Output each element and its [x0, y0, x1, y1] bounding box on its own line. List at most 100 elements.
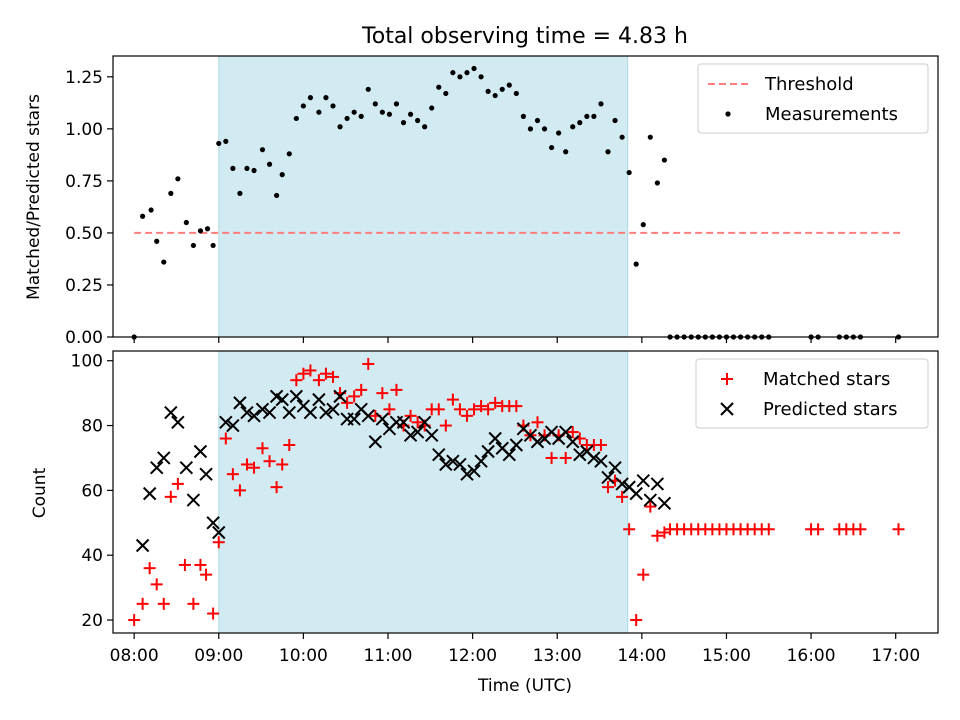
matched-star-point: [207, 607, 220, 620]
measurement-point: [386, 111, 393, 117]
y-tick-label: 40: [81, 546, 103, 566]
x-tick-label: 17:00: [871, 646, 920, 666]
predicted-star-point: [206, 516, 220, 530]
bottom-x-ticks: 08:00 09:00 10:00 11:00 12:00 13:00 14:00 15:00…: [110, 633, 920, 666]
matched-star-point: [446, 393, 459, 406]
predicted-star-point: [530, 435, 545, 449]
bottom-shaded-span: [218, 350, 629, 634]
matched-star-point: [362, 357, 375, 370]
measurement-point: [358, 113, 364, 119]
predicted-star-point: [594, 454, 608, 468]
predicted-star-point: [502, 448, 516, 462]
measurement-point: [626, 169, 632, 176]
matched-star-point: [212, 536, 225, 549]
predicted-star-point: [439, 457, 453, 472]
matched-star-point: [297, 367, 310, 380]
matched-star-point: [559, 451, 572, 464]
matched-star-point: [383, 403, 396, 416]
measurement-point: [513, 90, 519, 97]
measurement-point: [216, 140, 222, 147]
matched-star-point: [355, 383, 368, 396]
matched-star-point: [892, 523, 905, 536]
matched-star-point: [460, 409, 473, 422]
predicted-star-point: [326, 402, 340, 417]
top-chart-title: Total observing time = 4.83 h: [361, 24, 688, 49]
predicted-star-point: [481, 444, 495, 459]
top-marks: [131, 65, 903, 340]
predicted-star-point: [186, 493, 201, 507]
x-tick-label: 13:00: [533, 646, 582, 666]
predicted-star-point: [629, 486, 643, 501]
predicted-star-point: [368, 435, 383, 449]
measurement-point: [534, 117, 541, 124]
predicted-star-point: [135, 538, 150, 553]
matched-star-point: [376, 387, 389, 400]
predicted-star-point: [608, 460, 622, 475]
matched-star-point: [248, 461, 261, 474]
measurement-point: [541, 126, 548, 132]
legend-predicted-label: Predicted stars: [763, 399, 897, 420]
measurement-point: [223, 138, 229, 144]
x-tick-label: 08:00: [110, 646, 159, 666]
matched-star-point: [404, 409, 417, 422]
predicted-star-point: [375, 412, 390, 426]
measurement-point: [210, 242, 216, 249]
predicted-star-point: [650, 477, 665, 491]
predicted-star-point: [150, 460, 164, 475]
measurement-point: [244, 165, 250, 171]
matched-star-point: [341, 396, 354, 409]
matched-star-point: [304, 364, 317, 377]
matched-star-point: [319, 367, 332, 380]
x-tick-label: 14:00: [617, 646, 666, 666]
measurement-point: [175, 176, 181, 182]
measurement-point: [204, 226, 211, 232]
predicted-star-point: [247, 409, 261, 423]
top-y-axis-label: Matched/Predicted stars: [24, 94, 44, 300]
matched-star-point: [219, 432, 232, 445]
predicted-star-point: [558, 425, 573, 439]
measurement-point: [464, 70, 470, 76]
x-tick-label: 11:00: [364, 646, 413, 666]
y-tick-label: 1.25: [65, 68, 103, 88]
measurement-point: [478, 74, 484, 80]
matched-star-point: [240, 458, 253, 471]
top-x-ticks: [133, 337, 897, 343]
bottom-axes-frame: [112, 350, 939, 634]
measurement-point: [183, 219, 189, 226]
predicted-star-point: [396, 415, 411, 430]
measurement-point: [407, 111, 414, 117]
measurement-point: [168, 190, 174, 196]
measurement-point: [161, 259, 167, 265]
predicted-star-point: [432, 448, 446, 462]
measurement-point: [237, 190, 243, 196]
y-tick-label: 100: [71, 352, 103, 372]
measurement-point: [598, 101, 604, 107]
matched-star-point: [194, 558, 207, 571]
predicted-star-point: [467, 464, 481, 478]
matched-star-point: [630, 614, 643, 627]
legend-matched-swatch: [721, 373, 733, 385]
y-tick-label: 1.00: [65, 120, 103, 140]
predicted-star-point: [446, 454, 460, 468]
legend-matched-marker: [721, 373, 733, 385]
top-axes-frame: [112, 55, 939, 338]
matched-star-point: [150, 578, 163, 591]
measurement-point: [372, 101, 378, 107]
matched-star-point: [594, 439, 607, 451]
matched-star-point: [283, 439, 296, 451]
measurement-point: [633, 261, 639, 267]
predicted-star-point: [171, 415, 185, 430]
matched-star-point: [143, 562, 156, 575]
measurement-point: [436, 84, 442, 90]
matched-star-point: [489, 396, 502, 409]
predicted-star-point: [509, 438, 524, 452]
measurement-point: [429, 105, 435, 111]
bottom-marks: [128, 357, 905, 627]
measurement-point: [619, 134, 625, 140]
top-legend: Threshold Measurements: [697, 63, 929, 134]
predicted-star-point: [233, 396, 247, 410]
top-panel: Total observing time = 4.83 h 0.000.250.…: [24, 24, 939, 348]
predicted-star-point: [474, 454, 488, 468]
measurement-point: [379, 109, 385, 115]
bottom-legend: Matched stars Predicted stars: [695, 358, 929, 429]
